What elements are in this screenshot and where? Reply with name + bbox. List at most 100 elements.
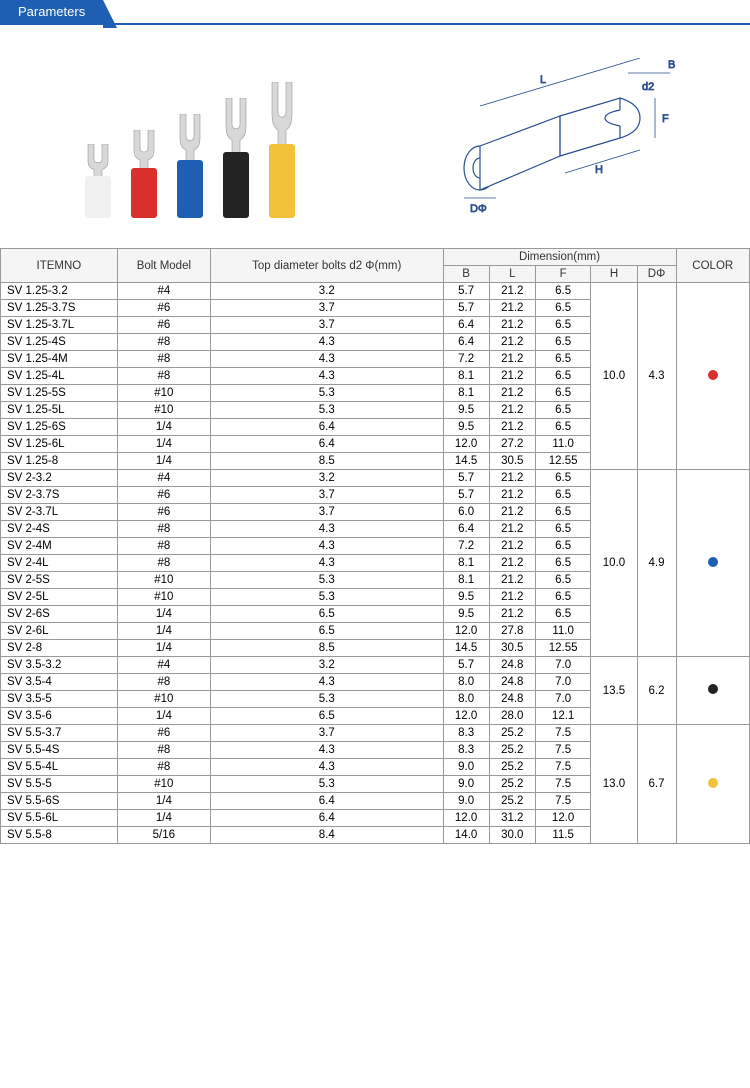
cell-H: 13.0 [591,725,637,844]
cell-L: 28.0 [489,708,535,725]
cell-item: SV 1.25-3.7L [1,317,118,334]
cell-F: 6.5 [535,504,591,521]
cell-item: SV 1.25-5S [1,385,118,402]
cell-F: 7.5 [535,793,591,810]
cell-B: 14.0 [443,827,489,844]
cell-F: 6.5 [535,300,591,317]
cell-L: 21.2 [489,470,535,487]
cell-item: SV 1.25-4M [1,351,118,368]
cell-F: 6.5 [535,419,591,436]
cell-B: 8.1 [443,555,489,572]
cell-item: SV 1.25-3.2 [1,283,118,300]
spec-table: ITEMNO Bolt Model Top diameter bolts d2 … [0,248,750,844]
cell-item: SV 5.5-4L [1,759,118,776]
table-row: SV 5.5-3.7 #6 3.7 8.3 25.2 7.513.0 6.7 [1,725,750,742]
cell-bolt: #6 [117,487,210,504]
tab-parameters[interactable]: Parameters [0,0,103,23]
cell-L: 21.2 [489,572,535,589]
cell-bolt: #8 [117,334,210,351]
cell-B: 9.5 [443,589,489,606]
cell-F: 6.5 [535,351,591,368]
cell-bolt: #4 [117,470,210,487]
cell-item: SV 1.25-6S [1,419,118,436]
cell-F: 12.55 [535,453,591,470]
cell-item: SV 2-8 [1,640,118,657]
cell-L: 21.2 [489,334,535,351]
cell-d2: 6.5 [210,708,443,725]
cell-B: 9.0 [443,776,489,793]
cell-d2: 6.5 [210,606,443,623]
label-H: H [595,164,603,176]
cell-B: 14.5 [443,453,489,470]
cell-d2: 3.2 [210,470,443,487]
cell-L: 21.2 [489,487,535,504]
cell-d2: 6.4 [210,810,443,827]
cell-color [676,470,749,657]
cell-bolt: #6 [117,725,210,742]
cell-bolt: #10 [117,589,210,606]
cell-color [676,657,749,725]
cell-L: 27.8 [489,623,535,640]
cell-B: 6.0 [443,504,489,521]
cell-L: 27.2 [489,436,535,453]
cell-B: 12.0 [443,810,489,827]
cell-L: 24.8 [489,674,535,691]
cell-bolt: #8 [117,674,210,691]
label-d2: d2 [642,81,654,93]
label-D: DΦ [470,203,487,215]
cell-d2: 8.4 [210,827,443,844]
cell-L: 21.2 [489,521,535,538]
dimensional-diagram: DΦ L H F B d2 [390,58,730,218]
cell-d2: 3.7 [210,504,443,521]
cell-B: 6.4 [443,317,489,334]
cell-B: 5.7 [443,283,489,300]
images-row: DΦ L H F B d2 [0,38,750,248]
cell-B: 7.2 [443,538,489,555]
cell-item: SV 5.5-3.7 [1,725,118,742]
cell-bolt: 5/16 [117,827,210,844]
cell-bolt: #4 [117,657,210,674]
cell-F: 7.0 [535,674,591,691]
cell-item: SV 2-6L [1,623,118,640]
cell-L: 25.2 [489,725,535,742]
th-bolt: Bolt Model [117,249,210,283]
cell-B: 7.2 [443,351,489,368]
cell-F: 6.5 [535,317,591,334]
cell-B: 8.3 [443,725,489,742]
cell-d2: 3.7 [210,300,443,317]
cell-bolt: #8 [117,351,210,368]
cell-L: 25.2 [489,776,535,793]
cell-item: SV 1.25-6L [1,436,118,453]
cell-bolt: 1/4 [117,623,210,640]
cell-L: 21.2 [489,317,535,334]
cell-B: 8.3 [443,742,489,759]
cell-bolt: #8 [117,521,210,538]
cell-item: SV 5.5-4S [1,742,118,759]
cell-d2: 4.3 [210,674,443,691]
cell-item: SV 2-4S [1,521,118,538]
cell-L: 30.5 [489,453,535,470]
cell-bolt: #10 [117,385,210,402]
cell-L: 21.2 [489,419,535,436]
cell-d2: 3.2 [210,657,443,674]
cell-L: 21.2 [489,402,535,419]
cell-B: 6.4 [443,521,489,538]
cell-bolt: 1/4 [117,708,210,725]
cell-B: 8.1 [443,368,489,385]
cell-item: SV 2-3.2 [1,470,118,487]
cell-B: 8.1 [443,572,489,589]
cell-B: 5.7 [443,470,489,487]
cell-item: SV 3.5-4 [1,674,118,691]
cell-d2: 4.3 [210,351,443,368]
product-photo [20,58,360,218]
terminal-illustration [268,82,296,218]
terminal-illustration [222,98,250,218]
cell-F: 12.0 [535,810,591,827]
label-B: B [668,59,675,71]
cell-L: 31.2 [489,810,535,827]
cell-H: 10.0 [591,470,637,657]
cell-item: SV 5.5-6S [1,793,118,810]
cell-d2: 5.3 [210,691,443,708]
cell-F: 6.5 [535,470,591,487]
cell-bolt: #8 [117,742,210,759]
